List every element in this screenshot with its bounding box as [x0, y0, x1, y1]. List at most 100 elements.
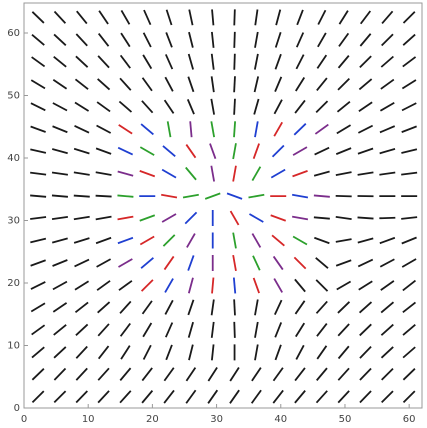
director-segment [358, 280, 373, 291]
director-segment [74, 280, 90, 291]
director-segment [233, 31, 236, 48]
director-segment [185, 389, 197, 404]
director-segment [31, 34, 45, 46]
director-segment [254, 344, 259, 361]
director-segment [185, 166, 197, 181]
director-segment [402, 346, 416, 359]
director-segment [97, 55, 110, 69]
director-segment [295, 322, 306, 338]
director-segment [380, 301, 395, 314]
director-segment [30, 259, 46, 267]
director-segment [188, 9, 194, 26]
director-segment [357, 147, 374, 155]
director-segment [294, 367, 306, 382]
director-segment [53, 10, 67, 24]
director-segment [120, 345, 131, 360]
director-segment [275, 9, 282, 26]
director-segment [141, 77, 153, 92]
director-segment [52, 259, 68, 267]
director-segment [254, 321, 259, 338]
x-tick-label: 40 [274, 414, 287, 425]
director-segment [189, 121, 193, 138]
director-segment [30, 194, 47, 198]
director-segment [401, 171, 418, 176]
director-segment [294, 300, 306, 315]
director-segment [229, 210, 240, 226]
director-segment [274, 322, 283, 338]
director-segment [337, 77, 350, 91]
director-segment [210, 344, 215, 361]
director-segment [141, 300, 153, 315]
director-segment [402, 279, 417, 292]
director-segment [119, 390, 132, 404]
director-segment [165, 322, 174, 338]
director-segment [271, 144, 285, 158]
director-segment [337, 367, 350, 381]
director-segment [52, 102, 68, 112]
director-segment [31, 56, 46, 68]
director-segment [31, 324, 46, 336]
director-segment [75, 33, 88, 47]
director-segment [274, 344, 282, 361]
director-segment [359, 55, 372, 69]
director-segment [186, 99, 195, 115]
director-segment [379, 125, 396, 134]
director-segment [359, 367, 372, 381]
director-segment [380, 323, 394, 336]
director-segment [30, 216, 47, 220]
director-segment [73, 237, 90, 244]
director-segment [337, 55, 350, 69]
director-segment [161, 213, 177, 223]
director-segment [295, 344, 305, 360]
director-segment [96, 258, 112, 268]
director-segment [141, 100, 154, 114]
director-segment [53, 390, 67, 404]
director-segment [293, 123, 307, 136]
director-segment [211, 277, 215, 294]
director-segment [210, 121, 216, 138]
director-segment [313, 216, 330, 220]
director-segment [139, 214, 156, 222]
director-segment [52, 302, 68, 313]
director-segment [164, 76, 174, 92]
director-segment [142, 322, 153, 338]
director-segment [379, 216, 396, 220]
director-segment [336, 280, 352, 291]
director-segment [253, 98, 260, 115]
director-segment [337, 390, 350, 404]
director-segment [358, 101, 373, 112]
director-segment [184, 211, 198, 225]
director-segment [402, 324, 416, 336]
director-segment [229, 367, 240, 382]
director-segment [120, 32, 131, 48]
director-segment [143, 9, 152, 26]
director-segment [379, 171, 396, 176]
director-segment [74, 258, 90, 268]
director-segment [30, 102, 46, 112]
director-segment [401, 148, 418, 154]
director-segment [204, 192, 221, 200]
director-segment [357, 124, 374, 134]
director-segment [292, 170, 308, 178]
director-segment [163, 255, 175, 271]
y-tick-label: 10 [7, 341, 20, 352]
director-segment [165, 9, 173, 26]
director-segment [402, 301, 417, 314]
director-segment [74, 78, 89, 90]
director-segment [379, 236, 396, 245]
director-segment [381, 390, 394, 404]
director-segment [187, 299, 195, 316]
director-segment [30, 302, 46, 313]
director-segment [358, 78, 373, 91]
director-segment [313, 170, 330, 177]
director-segment [294, 390, 306, 404]
director-segment [379, 148, 396, 155]
director-segment [292, 146, 308, 156]
director-segment [74, 125, 90, 134]
director-segment [162, 234, 176, 247]
director-segment [187, 76, 195, 93]
director-segment [251, 233, 262, 248]
director-segment [380, 78, 395, 90]
director-segment [401, 102, 417, 112]
director-segment [335, 147, 352, 155]
